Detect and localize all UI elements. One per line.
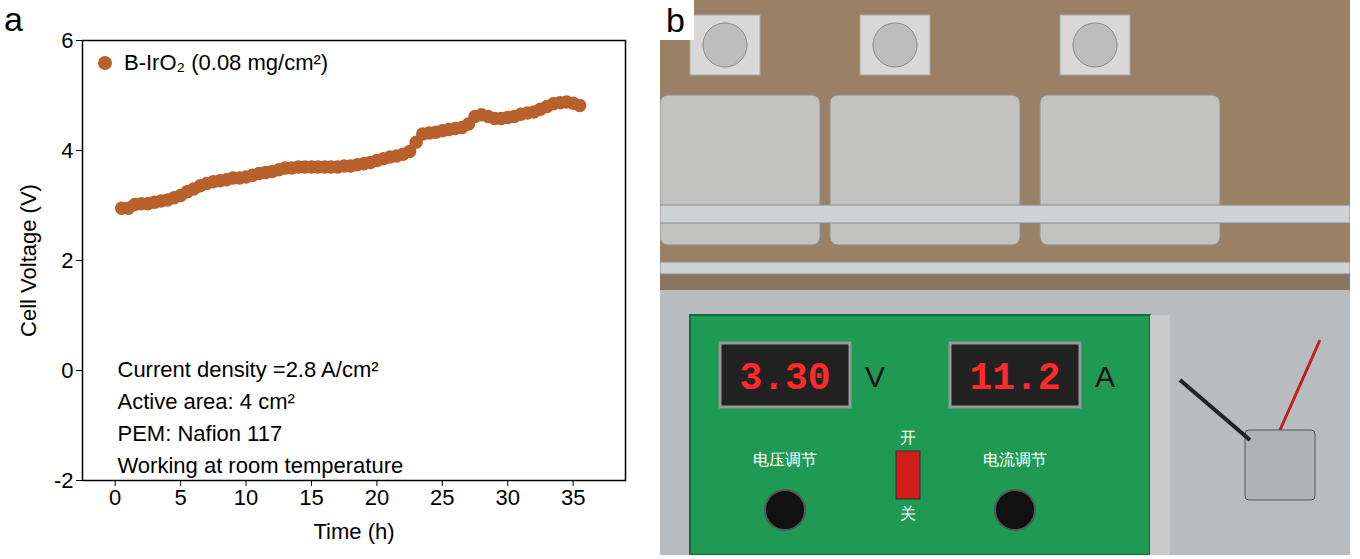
html-text:a: a	[4, 0, 23, 38]
svg-text:Time (h): Time (h)	[313, 519, 394, 544]
svg-text:A: A	[1095, 360, 1115, 393]
svg-text:35: 35	[561, 485, 585, 510]
svg-text:30: 30	[495, 485, 519, 510]
svg-text:V: V	[865, 360, 885, 393]
svg-text:20: 20	[365, 485, 389, 510]
svg-text:关: 关	[900, 505, 916, 522]
svg-text:15: 15	[299, 485, 323, 510]
svg-text:3.30: 3.30	[739, 357, 830, 400]
svg-text:4: 4	[61, 138, 73, 163]
svg-text:Current density =2.8 A/cm²Acti: Current density =2.8 A/cm²Active area: 4…	[118, 357, 404, 478]
svg-text:0: 0	[61, 358, 73, 383]
svg-text:开: 开	[900, 429, 916, 446]
html-text:B-IrO₂ (0.08 mg/cm²): B-IrO₂ (0.08 mg/cm²)	[124, 50, 329, 75]
svg-text:0: 0	[109, 485, 121, 510]
svg-text:11.2: 11.2	[969, 357, 1060, 400]
svg-text:-2: -2	[54, 468, 74, 493]
svg-text:6: 6	[61, 28, 73, 53]
svg-text:b: b	[666, 1, 685, 39]
svg-text:电流调节: 电流调节	[983, 451, 1047, 468]
svg-text:25: 25	[430, 485, 454, 510]
svg-text:2: 2	[61, 248, 73, 273]
svg-text:5: 5	[175, 485, 187, 510]
svg-text:Cell Voltage (V): Cell Voltage (V)	[16, 184, 41, 337]
svg-text:10: 10	[234, 485, 258, 510]
svg-text:电压调节: 电压调节	[753, 451, 817, 468]
